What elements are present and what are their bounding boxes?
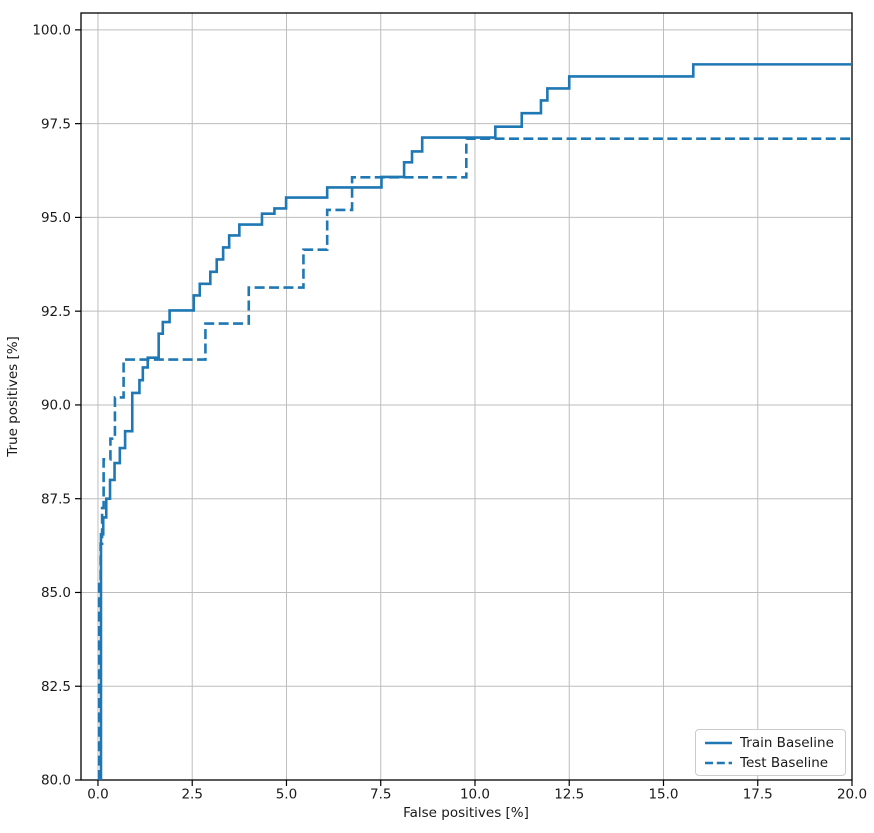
x-axis-label: False positives [%] xyxy=(403,805,529,821)
y-tick-label: 100.0 xyxy=(32,23,71,39)
plot-border xyxy=(80,12,853,781)
y-tick-label: 87.5 xyxy=(41,491,71,507)
x-tick-label: 2.5 xyxy=(181,787,202,803)
y-axis-label: True positives [%] xyxy=(5,336,21,458)
x-tick-label: 10.0 xyxy=(460,787,490,803)
y-tick-label: 95.0 xyxy=(41,210,71,226)
x-tick-label: 15.0 xyxy=(648,787,678,803)
y-tick-label: 90.0 xyxy=(41,398,71,414)
legend: Train Baseline Test Baseline xyxy=(695,729,846,776)
test-line-sample xyxy=(705,761,732,764)
train-line-sample xyxy=(705,741,732,744)
legend-item-test: Test Baseline xyxy=(705,754,836,771)
x-tick-label: 12.5 xyxy=(554,787,584,803)
y-tick-label: 82.5 xyxy=(41,679,71,695)
x-tick-label: 0.0 xyxy=(87,787,108,803)
legend-label-train: Train Baseline xyxy=(740,734,834,751)
tick-labels: 0.0 2.5 5.0 7.5 10.0 12.5 15.0 17.5 20.0 80.0 82.5… xyxy=(32,23,867,803)
test-baseline-curve xyxy=(97,137,852,780)
grid-lines xyxy=(81,13,853,781)
x-tick-label: 5.0 xyxy=(276,787,297,803)
axis-ticks xyxy=(75,29,853,786)
y-tick-label: 85.0 xyxy=(41,585,71,601)
train-baseline-curve xyxy=(99,63,852,780)
curves xyxy=(97,63,852,780)
y-tick-label: 80.0 xyxy=(41,773,71,789)
x-tick-label: 17.5 xyxy=(743,787,773,803)
legend-label-test: Test Baseline xyxy=(740,754,829,771)
x-tick-label: 20.0 xyxy=(837,787,867,803)
legend-item-train: Train Baseline xyxy=(705,734,836,751)
x-tick-label: 7.5 xyxy=(370,787,391,803)
y-tick-label: 92.5 xyxy=(41,304,71,320)
y-tick-label: 97.5 xyxy=(41,116,71,132)
